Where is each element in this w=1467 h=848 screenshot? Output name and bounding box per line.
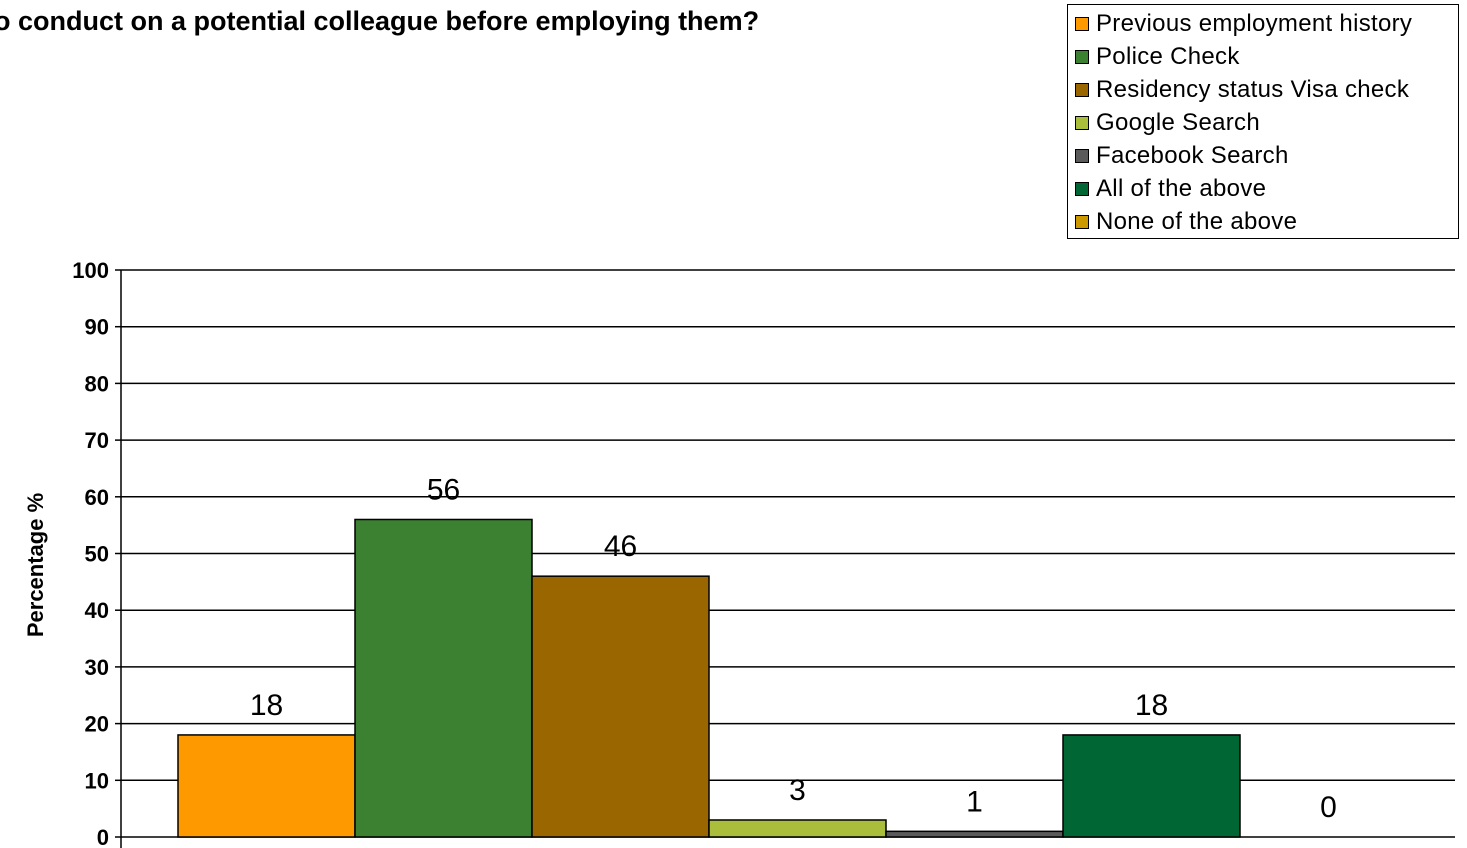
legend-swatch [1075,49,1089,64]
legend-swatch [1075,214,1089,229]
legend-swatch [1075,181,1089,196]
legend-swatch [1075,82,1089,97]
legend-item: Previous employment history [1075,7,1412,40]
y-tick-label: 50 [85,542,109,567]
y-tick-label: 80 [85,371,109,396]
y-tick-label: 90 [85,315,109,340]
bar [885,830,1064,838]
y-tick-label: 40 [85,598,109,623]
legend-label: Previous employment history [1096,9,1413,37]
y-tick-label: 20 [85,712,109,737]
legend-label: Facebook Search [1096,141,1289,169]
data-label: 46 [604,530,637,563]
legend-item: Facebook Search [1075,139,1289,172]
data-label: 56 [427,473,460,506]
bar [708,819,887,838]
legend-item: Residency status Visa check [1075,73,1409,106]
y-tick-label: 100 [72,258,109,283]
bar [1062,734,1241,838]
legend-item: Google Search [1075,106,1260,139]
y-tick-label: 70 [85,428,109,453]
legend-item: All of the above [1075,172,1266,205]
bar [531,575,710,838]
legend-swatch [1075,148,1089,163]
chart-title: o conduct on a potential colleague befor… [0,6,760,36]
data-label: 18 [1135,689,1168,722]
legend-item: None of the above [1075,205,1297,238]
legend: Previous employment history Police Check R… [1067,4,1459,239]
y-tick-label: 10 [85,768,109,793]
data-label: 0 [1320,791,1337,824]
y-tick-label: 60 [85,485,109,510]
bar [354,518,533,838]
legend-label: Police Check [1096,42,1240,70]
legend-label: Residency status Visa check [1096,75,1410,103]
legend-label: None of the above [1096,207,1298,235]
data-label: 1 [966,785,983,818]
legend-swatch [1075,115,1089,130]
legend-swatch [1075,16,1089,31]
y-tick-label: 30 [85,655,109,680]
bar [177,734,356,838]
legend-label: Google Search [1096,108,1261,136]
data-label: 3 [789,774,806,807]
legend-item: Police Check [1075,40,1240,73]
data-label: 18 [250,689,283,722]
legend-label: All of the above [1096,174,1267,202]
y-tick-label: 0 [97,825,109,848]
